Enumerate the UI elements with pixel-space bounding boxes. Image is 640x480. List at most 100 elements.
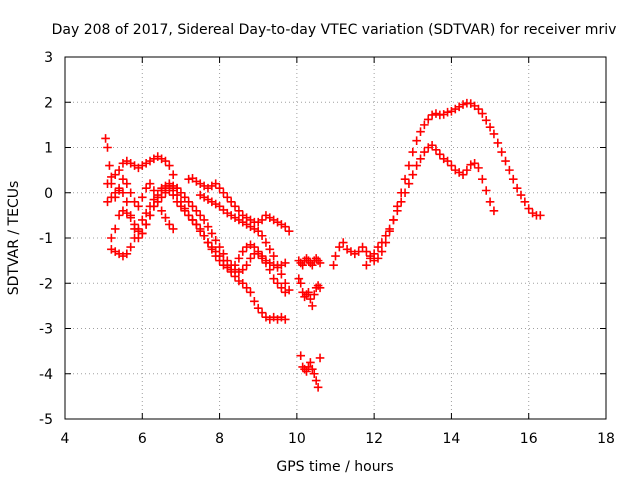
data-point xyxy=(474,163,483,173)
data-point xyxy=(107,192,116,202)
y-tick-label: -2 xyxy=(39,276,53,292)
x-tick-label: 4 xyxy=(61,431,70,447)
data-point xyxy=(103,197,112,207)
data-point xyxy=(311,376,321,385)
data-point xyxy=(207,245,217,254)
y-tick-label: 2 xyxy=(44,95,53,111)
data-point xyxy=(277,283,286,293)
data-point xyxy=(257,215,267,225)
data-point xyxy=(180,192,190,202)
data-point xyxy=(485,122,495,132)
data-point xyxy=(416,127,425,136)
data-point xyxy=(238,247,248,256)
data-point xyxy=(294,274,304,284)
data-point xyxy=(284,285,294,295)
data-point xyxy=(280,278,290,288)
data-point xyxy=(273,278,282,288)
data-point xyxy=(188,215,197,225)
data-point xyxy=(369,249,379,259)
data-point xyxy=(184,174,193,184)
data-point xyxy=(400,174,410,184)
data-point xyxy=(443,107,452,117)
series-track-h xyxy=(195,190,294,295)
data-point xyxy=(141,208,151,218)
data-point xyxy=(110,170,120,179)
data-point xyxy=(246,288,255,297)
series-track-k xyxy=(296,351,325,392)
data-point xyxy=(246,254,255,263)
data-point xyxy=(489,206,499,216)
plot-frame xyxy=(64,56,607,420)
data-point xyxy=(234,206,244,216)
data-point xyxy=(470,101,479,111)
data-point xyxy=(149,186,159,195)
data-point xyxy=(192,206,201,216)
data-point xyxy=(161,156,170,166)
data-point xyxy=(211,179,221,188)
data-point xyxy=(211,235,221,245)
data-point xyxy=(489,129,499,139)
data-point xyxy=(195,211,205,220)
data-point xyxy=(485,197,495,207)
data-point xyxy=(168,170,178,179)
x-tick-label: 16 xyxy=(520,431,538,447)
data-point xyxy=(118,188,128,198)
data-point xyxy=(536,211,545,220)
data-point xyxy=(354,247,363,256)
data-point xyxy=(315,283,325,293)
data-point xyxy=(306,294,315,304)
data-point xyxy=(126,213,135,222)
data-point xyxy=(215,256,224,265)
data-point xyxy=(242,260,251,270)
data-point xyxy=(101,134,110,143)
x-tick-label: 6 xyxy=(138,431,147,447)
y-tick-label: 1 xyxy=(44,141,53,157)
data-points xyxy=(101,98,545,392)
data-point xyxy=(331,251,340,261)
data-point xyxy=(501,156,510,166)
y-tick-label: -4 xyxy=(39,367,53,383)
data-point xyxy=(420,120,429,130)
data-point xyxy=(416,154,425,164)
data-point xyxy=(215,183,224,193)
data-point xyxy=(381,231,391,241)
data-point xyxy=(284,226,294,236)
x-axis-label: GPS time / hours xyxy=(276,459,393,475)
y-tick-label: 3 xyxy=(44,50,53,66)
data-point xyxy=(309,369,319,379)
data-point xyxy=(250,242,259,252)
data-point xyxy=(165,161,174,170)
data-point xyxy=(203,238,213,247)
data-point xyxy=(176,202,186,211)
data-point xyxy=(188,202,197,211)
data-point xyxy=(253,226,263,236)
data-point xyxy=(412,136,421,146)
data-point xyxy=(137,192,147,202)
data-point xyxy=(408,147,418,157)
series-track-e xyxy=(107,183,290,297)
data-point xyxy=(168,224,178,234)
data-point xyxy=(435,149,445,159)
data-point xyxy=(474,104,483,114)
data-point xyxy=(226,260,236,270)
data-point xyxy=(306,358,315,367)
data-point xyxy=(226,197,236,207)
data-point xyxy=(265,245,275,254)
data-point xyxy=(195,224,205,234)
data-point xyxy=(107,233,116,243)
data-point xyxy=(105,161,114,170)
data-point xyxy=(122,197,132,207)
data-point xyxy=(149,195,159,204)
data-point xyxy=(261,238,271,247)
data-point xyxy=(122,249,132,259)
data-point xyxy=(269,274,278,284)
data-point xyxy=(188,173,197,183)
data-point xyxy=(250,297,259,306)
data-point xyxy=(199,231,209,241)
data-point xyxy=(242,283,251,293)
data-point xyxy=(313,383,323,392)
y-tick-label: -3 xyxy=(39,322,53,338)
data-point xyxy=(230,272,240,281)
data-point xyxy=(335,242,344,252)
data-point xyxy=(478,174,487,184)
